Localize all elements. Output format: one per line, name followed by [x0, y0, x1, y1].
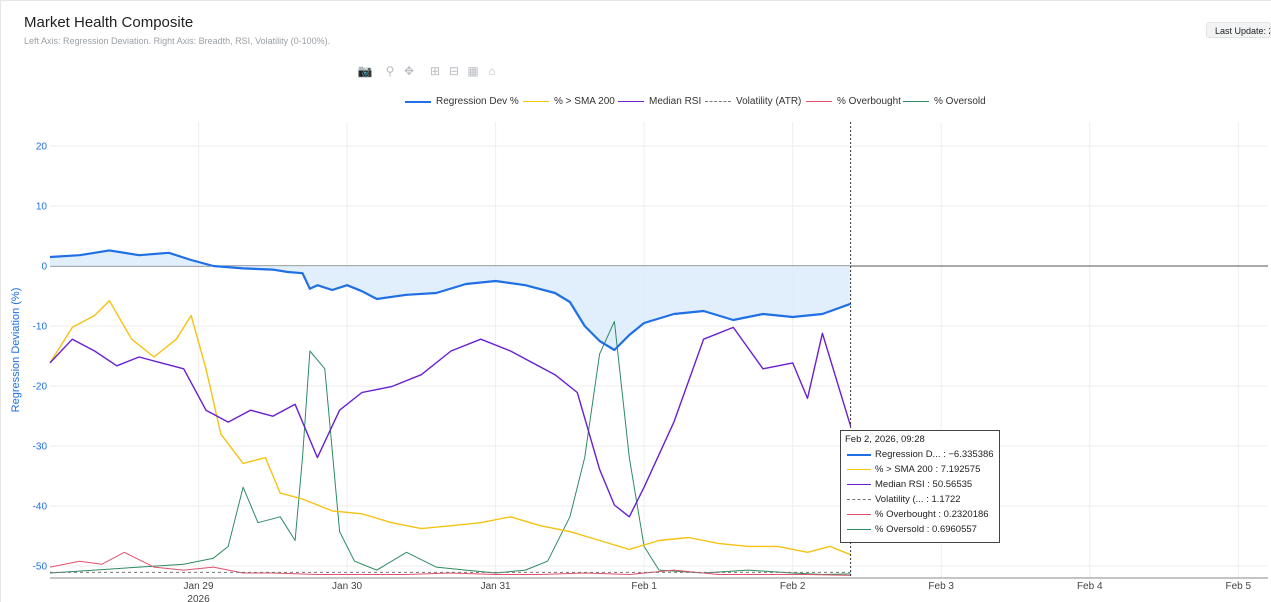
- x-tick-label: Feb 3: [928, 581, 954, 592]
- legend-swatch: [618, 101, 644, 102]
- tooltip-row-oversold: % Oversold : 0.6960557: [845, 522, 999, 537]
- y-tick-label: 0: [41, 262, 47, 273]
- chart-title: Market Health Composite: [24, 14, 194, 31]
- y-tick-label: 10: [36, 202, 48, 213]
- y-tick-label: -10: [33, 322, 48, 333]
- x-tick-label: Feb 1: [631, 581, 657, 592]
- legend-label: % > SMA 200: [554, 96, 615, 107]
- x-tick-label: Jan 30: [332, 581, 362, 592]
- series-line-sma200: [49, 300, 851, 556]
- zoom-icon[interactable]: ⚲: [385, 64, 395, 78]
- x-tick-label: Feb 2: [780, 581, 806, 592]
- tooltip-value: % Oversold : 0.6960557: [875, 524, 977, 535]
- tooltip-value: % > SMA 200 : 7.192575: [875, 464, 981, 475]
- legend-label: % Oversold: [934, 96, 986, 107]
- zoom-in-icon[interactable]: ⊞: [429, 64, 441, 78]
- y-tick-label: -20: [33, 382, 48, 393]
- tooltip-value: Regression D... : −6.335386: [875, 449, 994, 460]
- series-line-regression: [49, 249, 851, 352]
- series-line-rsi: [49, 326, 852, 518]
- zoom-out-icon[interactable]: ⊟: [448, 64, 460, 78]
- x-tick-label: Feb 4: [1077, 581, 1103, 592]
- y-tick-label: -30: [33, 442, 48, 453]
- x-tick-label: Jan 31: [481, 581, 511, 592]
- pan-icon[interactable]: ✥: [403, 64, 415, 78]
- camera-icon[interactable]: 📷: [357, 64, 373, 78]
- y-tick-label: -50: [33, 562, 48, 573]
- tooltip-row-sma200: % > SMA 200 : 7.192575: [845, 462, 999, 477]
- regression-area-fill: [50, 250, 851, 350]
- tooltip-value: % Overbought : 0.2320186: [875, 509, 989, 520]
- legend-swatch: [705, 101, 731, 102]
- tooltip-value: Median RSI : 50.56535: [875, 479, 973, 490]
- legend-swatch: [903, 101, 929, 102]
- chart-subtitle: Left Axis: Regression Deviation. Right A…: [24, 36, 331, 46]
- legend-swatch: [405, 101, 431, 103]
- tooltip-row-volatility: Volatility (... : 1.1722: [845, 492, 999, 507]
- legend-label: % Overbought: [837, 96, 901, 107]
- legend-swatch: [523, 101, 549, 102]
- legend-label: Regression Dev %: [436, 96, 519, 107]
- tooltip-row-overbought: % Overbought : 0.2320186: [845, 507, 999, 522]
- x-tick-label: Jan 29: [184, 581, 214, 592]
- hover-tooltip: Feb 2, 2026, 09:28 Regression D... : −6.…: [840, 430, 1000, 543]
- x-tick-label: Feb 5: [1226, 581, 1252, 592]
- tooltip-title: Feb 2, 2026, 09:28: [845, 434, 925, 445]
- tooltip-value: Volatility (... : 1.1722: [875, 494, 961, 505]
- tooltip-row-rsi: Median RSI : 50.56535: [845, 477, 999, 492]
- series-line-overbought: [49, 551, 851, 576]
- legend-label: Volatility (ATR): [736, 96, 802, 107]
- series-line-oversold: [49, 320, 851, 575]
- tooltip-row-regression: Regression D... : −6.335386: [845, 447, 999, 462]
- legend-swatch: [806, 101, 832, 102]
- home-icon[interactable]: ⌂: [488, 64, 496, 78]
- y-tick-label: 20: [36, 142, 48, 153]
- last-update-badge: Last Update: 2: [1206, 22, 1271, 38]
- y-tick-label: -40: [33, 502, 48, 513]
- y-axis-title: Regression Deviation (%): [10, 288, 22, 413]
- autoscale-icon[interactable]: ▦: [467, 64, 479, 78]
- x-tick-year-label: 2026: [187, 594, 210, 602]
- legend-label: Median RSI: [649, 96, 702, 107]
